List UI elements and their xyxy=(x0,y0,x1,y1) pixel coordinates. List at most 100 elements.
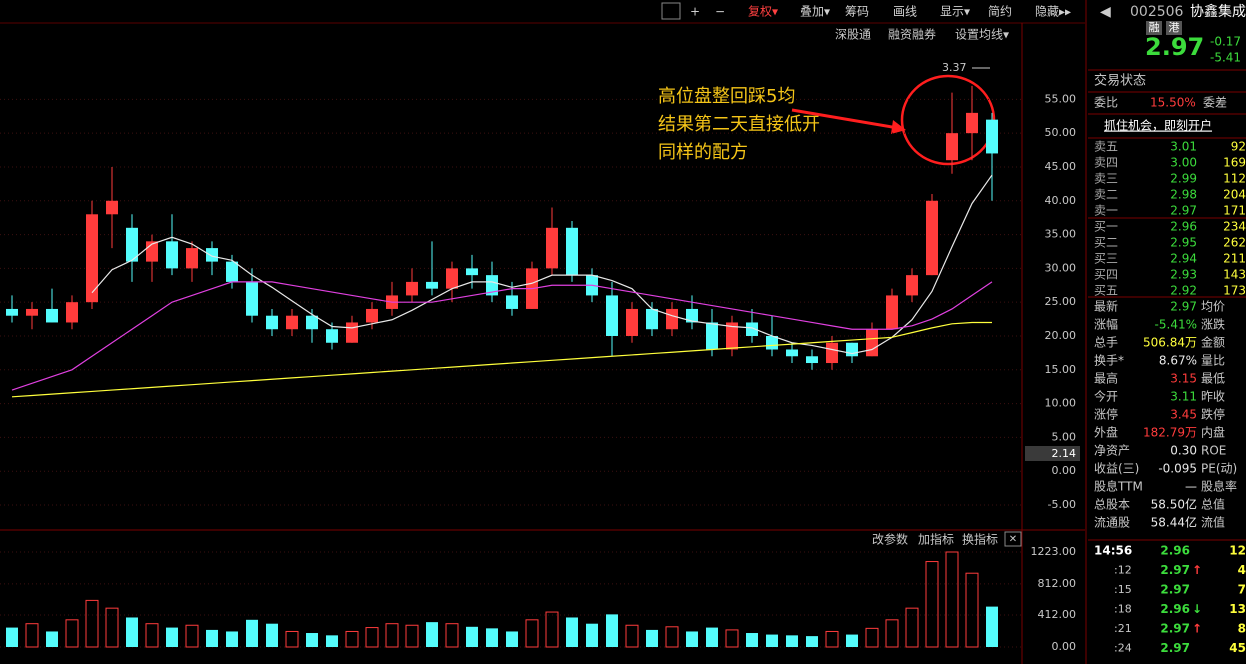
candle-body xyxy=(326,329,338,343)
chart-toolbar-button[interactable]: 深股通 xyxy=(835,28,871,42)
volume-bar xyxy=(266,623,278,647)
stat-label: ROE xyxy=(1201,444,1226,458)
volume-toolbar-button[interactable]: 换指标 xyxy=(962,532,998,547)
stat-label: 昨收 xyxy=(1201,390,1225,404)
stock-code: 002506 xyxy=(1130,4,1184,20)
stat-label: 最低 xyxy=(1201,372,1225,386)
moving-average xyxy=(11,321,992,398)
volume-bar xyxy=(885,619,899,648)
candle-body xyxy=(906,275,918,296)
volume-bar xyxy=(586,623,598,647)
toolbar-button[interactable]: 隐藏▸▸ xyxy=(1035,5,1071,19)
volume-bar xyxy=(166,627,178,647)
trade-time: :12 xyxy=(1114,564,1132,577)
weibi-value: 15.50% xyxy=(1150,96,1196,110)
candle-body xyxy=(6,308,18,316)
book-label: 卖二 xyxy=(1094,188,1118,202)
annotation: 结果第二天直接低开 xyxy=(658,114,820,135)
candle-body xyxy=(726,322,738,350)
toolbar-button[interactable]: 叠加▾ xyxy=(800,5,830,19)
stat-value: 182.79万 xyxy=(1143,426,1197,440)
stat-label: 总值 xyxy=(1201,497,1225,512)
y-tick-label: 45.00 xyxy=(1045,160,1077,173)
trade-arrow: ↓ xyxy=(1192,602,1202,616)
book-volume: 211 xyxy=(1223,252,1246,266)
toolbar-button[interactable]: − xyxy=(715,5,725,19)
tag-box xyxy=(1146,21,1162,35)
stat-label: 股息TTM xyxy=(1094,479,1143,494)
volume-bar xyxy=(625,624,639,648)
volume-bar xyxy=(566,617,578,647)
close-box[interactable] xyxy=(1004,531,1022,547)
book-volume: 262 xyxy=(1223,236,1246,250)
trade-time: :24 xyxy=(1114,642,1132,655)
y-tick-label: 40.00 xyxy=(1045,194,1077,207)
volume-bar xyxy=(466,626,478,647)
y-tick-label: 55.00 xyxy=(1045,92,1077,105)
stat-value: 2.97 xyxy=(1170,300,1197,314)
stat-value: 3.15 xyxy=(1170,372,1197,386)
book-volume: 143 xyxy=(1223,268,1246,282)
candle-body xyxy=(286,315,298,330)
trade-volume: 4 xyxy=(1238,563,1246,577)
volume-bar xyxy=(405,624,419,648)
toolbar-button[interactable]: 显示▾ xyxy=(940,5,970,19)
trade-volume: 12 xyxy=(1229,544,1246,558)
close-icon[interactable]: ✕ xyxy=(1009,534,1017,545)
chart-toolbar-button[interactable]: 融资融券 xyxy=(888,27,936,42)
volume-bar xyxy=(545,611,559,648)
stat-value: 0.30 xyxy=(1170,444,1197,458)
stat-value: 506.84万 xyxy=(1143,336,1197,350)
candle-body xyxy=(166,241,178,269)
toolbar-button[interactable]: 画线 xyxy=(893,5,917,19)
back-icon[interactable]: ◀ xyxy=(1100,4,1111,20)
candle-body xyxy=(786,349,798,357)
promo-link[interactable]: 抓住机会，即刻开户 xyxy=(1104,118,1212,133)
volume-bar xyxy=(206,629,218,647)
volume-bar xyxy=(285,630,299,648)
candle-body xyxy=(366,308,378,323)
chart-toolbar-button[interactable]: 设置均线▾ xyxy=(955,28,1009,42)
book-label: 买二 xyxy=(1094,236,1118,250)
candle-body xyxy=(946,133,958,161)
candle-body xyxy=(306,315,318,330)
candle-body xyxy=(126,227,138,262)
candle-body xyxy=(866,329,878,357)
volume-bar xyxy=(525,619,539,648)
trade-price: 2.96 xyxy=(1160,602,1190,616)
volume-bar xyxy=(766,634,778,647)
volume-bar xyxy=(725,629,739,648)
volume-bar xyxy=(665,626,679,648)
stat-label: 涨跌 xyxy=(1201,317,1225,332)
stat-label: 内盘 xyxy=(1201,425,1225,440)
toolbar-button[interactable]: 筹码 xyxy=(845,5,869,19)
volume-bar xyxy=(686,631,698,647)
stat-value: — xyxy=(1185,480,1197,494)
book-price: 2.98 xyxy=(1170,188,1197,202)
stat-label: 跌停 xyxy=(1201,407,1225,422)
volume-bar xyxy=(905,607,919,648)
volume-bar xyxy=(25,623,39,648)
candle-body xyxy=(626,308,638,336)
arrow-head xyxy=(891,120,906,134)
volume-toolbar-button[interactable]: 加指标 xyxy=(918,532,954,547)
y-tick-label: 30.00 xyxy=(1045,261,1077,274)
stat-label: 最高 xyxy=(1094,371,1118,386)
stat-value: 58.50亿 xyxy=(1151,497,1197,512)
trade-arrow: ↑ xyxy=(1192,622,1202,636)
volume-toolbar-button[interactable]: 改参数 xyxy=(872,532,908,547)
volume-bar xyxy=(646,629,658,647)
toolbar-icon[interactable] xyxy=(661,2,681,20)
stat-label: 外盘 xyxy=(1094,425,1118,440)
book-price: 2.93 xyxy=(1170,268,1197,282)
y-tick-label: 15.00 xyxy=(1045,363,1077,376)
volume-bar xyxy=(365,627,379,648)
toolbar-button[interactable]: + xyxy=(690,5,700,19)
candle-body xyxy=(26,308,38,316)
stat-label: 涨停 xyxy=(1094,407,1118,422)
toolbar-button[interactable]: 复权▾ xyxy=(748,5,778,19)
toolbar-button[interactable]: 简约 xyxy=(988,4,1012,19)
candle-body xyxy=(706,322,718,350)
